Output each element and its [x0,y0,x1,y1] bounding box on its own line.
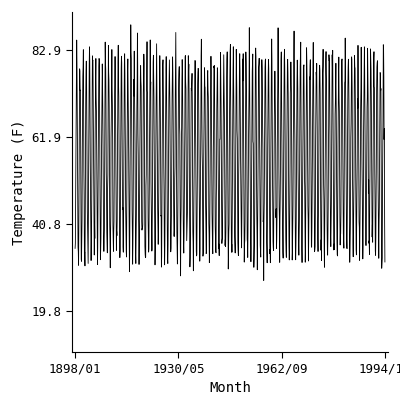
X-axis label: Month: Month [209,381,251,395]
Y-axis label: Temperature (F): Temperature (F) [12,119,26,245]
